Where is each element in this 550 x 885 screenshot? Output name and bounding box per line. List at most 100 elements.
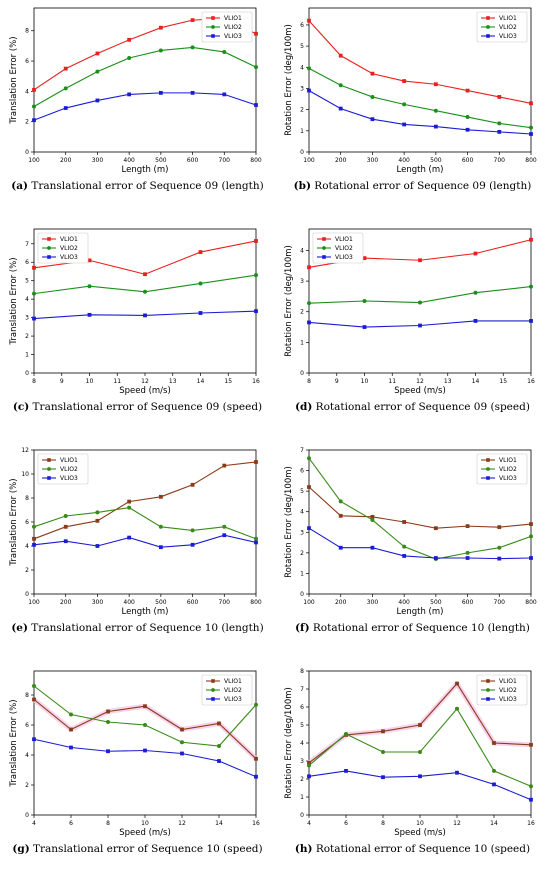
data-point-vlio1	[106, 709, 110, 714]
legend-swatch-marker	[47, 237, 51, 241]
y-tick-label: 0	[25, 149, 29, 156]
series-line-vlio2	[33, 507, 257, 540]
data-point-vlio3	[190, 90, 195, 95]
data-point-vlio1	[307, 18, 311, 23]
data-point-vlio1	[143, 272, 147, 277]
data-point-vlio2	[95, 69, 100, 74]
data-point-vlio2	[362, 299, 367, 303]
x-tick-label: 16	[527, 820, 535, 827]
data-point-vlio2	[529, 125, 533, 130]
y-tick-label: 2	[25, 333, 29, 340]
y-tick-label: 8	[25, 28, 29, 35]
data-point-vlio1	[529, 237, 533, 242]
x-tick-label: 4	[32, 820, 36, 827]
y-tick-label: 1	[300, 128, 304, 135]
figure-caption: (h) Rotational error of Sequence 10 (spe…	[275, 843, 550, 855]
legend-swatch-marker	[322, 246, 326, 250]
data-point-vlio2	[465, 115, 470, 120]
data-point-vlio3	[32, 542, 36, 547]
data-point-vlio1	[127, 499, 132, 504]
legend-swatch-marker	[47, 476, 51, 480]
data-point-vlio3	[217, 759, 221, 763]
data-point-vlio2	[180, 740, 184, 745]
data-point-vlio3	[307, 88, 311, 93]
data-point-vlio2	[418, 300, 422, 305]
x-tick-label: 800	[250, 599, 262, 606]
legend-swatch-marker	[211, 679, 215, 683]
x-tick-label: 12	[416, 378, 424, 385]
y-tick-label: 4	[25, 88, 29, 95]
data-point-vlio3	[254, 103, 258, 107]
y-tick-label: 3	[300, 529, 304, 536]
y-tick-label: 0	[25, 591, 29, 598]
data-point-vlio3	[362, 325, 367, 329]
y-tick-label: 0	[300, 591, 304, 598]
y-axis-label: Translation Error (%)	[9, 36, 19, 124]
legend-label: VLIO2	[224, 24, 242, 31]
data-point-vlio1	[455, 681, 459, 686]
data-point-vlio2	[158, 48, 163, 53]
chart-svg: 100 200 300 400 500 600 700 800 0 1 2 3 4 5 6 7 Length (…	[284, 447, 537, 617]
data-point-vlio2	[143, 289, 147, 294]
data-point-vlio1	[529, 742, 533, 747]
legend-swatch-marker	[486, 34, 490, 38]
data-point-vlio3	[87, 312, 92, 317]
data-point-vlio3	[143, 313, 147, 318]
plot-frame	[308, 7, 532, 153]
caption-letter: (h)	[294, 843, 313, 855]
x-tick-label: 200	[60, 599, 72, 606]
data-point-vlio2	[222, 524, 227, 529]
data-point-vlio2	[497, 121, 502, 126]
data-point-vlio2	[529, 784, 533, 789]
data-point-vlio3	[190, 542, 195, 547]
legend-label: VLIO2	[224, 687, 242, 694]
data-point-vlio1	[32, 87, 36, 92]
chart-panel-8: 4 6 8 10 12 14 16 0 1 2 3 4 5 6 7 8 Speed (m/s) Rotation …	[275, 663, 550, 884]
y-tick-label: 7	[300, 686, 304, 693]
x-axis-label: Length (m)	[122, 607, 169, 617]
x-tick-label: 16	[527, 378, 535, 385]
series-line-vlio2	[33, 46, 257, 108]
data-point-vlio1	[307, 265, 311, 270]
y-tick-label: 4	[25, 296, 29, 303]
figure-caption: (e) Translational error of Sequence 10 (…	[0, 622, 275, 634]
data-point-vlio3	[529, 556, 533, 560]
legend-swatch-marker	[47, 246, 51, 250]
x-tick-label: 500	[430, 599, 442, 606]
data-point-vlio2	[143, 723, 147, 727]
data-point-vlio2	[402, 102, 407, 107]
x-tick-label: 400	[123, 157, 135, 164]
legend-label: VLIO1	[224, 678, 242, 685]
series-line-vlio3	[308, 527, 532, 560]
y-tick-label: 2	[300, 550, 304, 557]
x-tick-label: 9	[335, 378, 339, 385]
plot-frame	[308, 449, 532, 595]
x-tick-label: 10	[141, 820, 149, 827]
x-tick-label: 13	[169, 378, 177, 385]
y-tick-label: 8	[25, 692, 29, 699]
x-tick-label: 4	[307, 820, 311, 827]
legend-swatch-marker	[47, 458, 51, 462]
data-point-vlio2	[32, 684, 36, 688]
x-tick-label: 600	[462, 599, 474, 606]
x-tick-label: 14	[490, 820, 498, 827]
data-point-vlio1	[307, 485, 311, 489]
legend-swatch-marker	[47, 467, 51, 471]
y-axis-label: Translation Error (%)	[9, 699, 19, 787]
chart-panel-2: 100 200 300 400 500 600 700 800 0 1 2 3 4 5 6 Length (m…	[275, 0, 550, 221]
legend-swatch-marker	[47, 255, 51, 259]
caption-letter: (g)	[12, 843, 30, 855]
caption-text: Translational error of Sequence 09 (leng…	[28, 180, 264, 192]
x-tick-label: 14	[197, 378, 205, 385]
data-point-vlio1	[143, 704, 147, 709]
data-point-vlio2	[69, 712, 73, 717]
x-axis-label: Speed (m/s)	[119, 386, 171, 396]
y-axis-label: Translation Error (%)	[9, 257, 19, 345]
data-point-vlio2	[418, 750, 422, 754]
data-point-vlio3	[63, 539, 68, 544]
y-tick-label: 1	[300, 339, 304, 346]
y-axis-label: Translation Error (%)	[9, 478, 19, 566]
data-point-vlio1	[32, 536, 36, 541]
data-point-vlio1	[433, 526, 438, 531]
data-point-vlio2	[198, 281, 203, 286]
